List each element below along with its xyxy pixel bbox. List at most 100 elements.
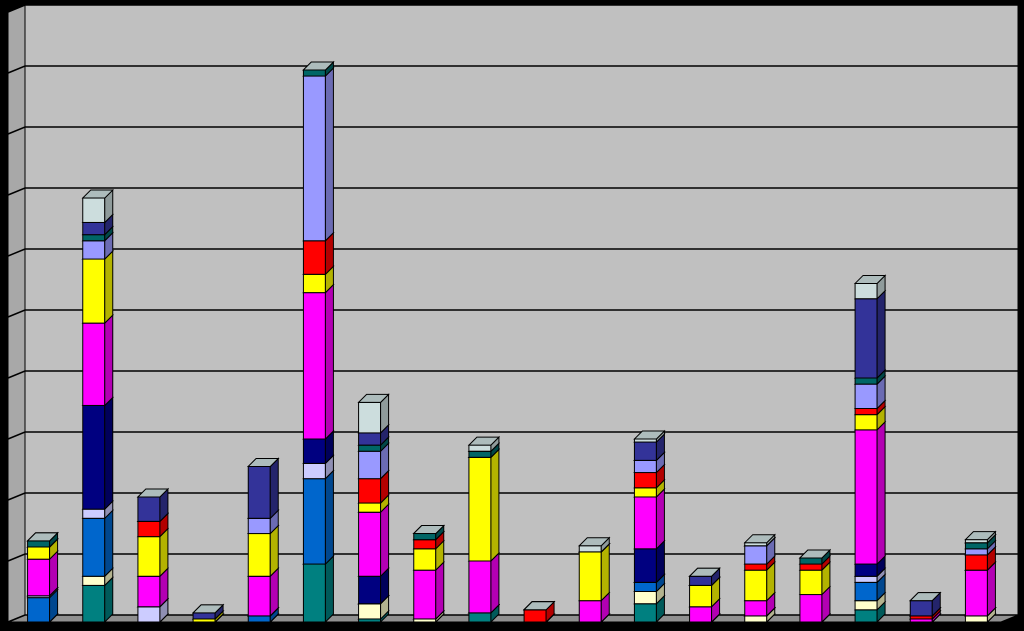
bar-side xyxy=(380,502,390,578)
bar-segment xyxy=(81,188,114,224)
bar-front xyxy=(358,511,382,577)
bar-front xyxy=(578,551,602,602)
bar-front xyxy=(27,546,51,560)
bar-side xyxy=(655,487,665,551)
bar-front xyxy=(247,533,271,577)
bar-front xyxy=(964,569,988,617)
bar-front xyxy=(633,496,657,550)
bar-top xyxy=(798,549,832,559)
bar-side xyxy=(104,249,114,325)
bar-front xyxy=(82,221,106,236)
bar-side xyxy=(324,554,334,624)
bar-front xyxy=(82,258,106,324)
bar-front xyxy=(799,557,823,565)
bar-front xyxy=(358,444,382,452)
bar-front xyxy=(302,478,326,565)
bar-segment xyxy=(467,435,501,453)
bar-front xyxy=(854,377,878,385)
bar-front xyxy=(137,575,161,608)
bar-front xyxy=(358,603,382,620)
bar-front xyxy=(854,414,878,431)
bar-side xyxy=(324,66,334,242)
bar-front xyxy=(302,563,326,623)
bar-front xyxy=(744,615,768,623)
bar-front xyxy=(854,282,878,300)
bar-front xyxy=(247,465,271,519)
bar-segment xyxy=(302,469,335,566)
bar-front xyxy=(633,581,657,592)
bar-segment xyxy=(81,249,114,325)
bar-front xyxy=(468,444,492,452)
bar-front xyxy=(468,456,492,562)
bar-front xyxy=(302,75,326,242)
bar-segment xyxy=(688,567,721,577)
grid-line xyxy=(7,309,1018,318)
bar-front xyxy=(137,606,161,623)
bar-top xyxy=(522,601,556,611)
bar-segment xyxy=(467,448,501,563)
bar-front xyxy=(744,545,768,565)
bar-front xyxy=(689,584,713,608)
bar-front xyxy=(909,600,933,617)
bar-segment xyxy=(412,560,445,621)
bar-segment xyxy=(357,502,390,578)
bar-front xyxy=(633,548,657,583)
bar-segment xyxy=(247,457,280,520)
bar-front xyxy=(82,517,106,577)
bar-front xyxy=(799,569,823,596)
bar-segment xyxy=(26,532,59,542)
bar-front xyxy=(302,462,326,480)
bar-segment xyxy=(467,551,501,615)
bar-top xyxy=(633,430,666,440)
grid-line xyxy=(7,248,1018,257)
bar-front xyxy=(854,581,878,602)
bar-side xyxy=(876,289,886,380)
bar-front xyxy=(358,450,382,480)
bar-side xyxy=(324,469,334,566)
bar-segment xyxy=(522,601,556,611)
bar-front xyxy=(413,539,437,550)
bar-front xyxy=(744,600,768,617)
bar-front xyxy=(578,600,602,623)
bar-front xyxy=(854,383,878,410)
bar-front xyxy=(854,600,878,611)
bar-front xyxy=(27,540,51,548)
bar-front xyxy=(82,240,106,260)
bar-segment xyxy=(81,509,114,578)
bar-front xyxy=(854,298,878,379)
bar-front xyxy=(633,591,657,605)
bar-segment xyxy=(964,530,997,544)
bar-front xyxy=(689,606,713,623)
bar-segment xyxy=(302,554,335,624)
bar-front xyxy=(192,612,216,620)
bar-segment xyxy=(81,396,114,511)
bar-front xyxy=(82,575,106,586)
bar-front xyxy=(744,569,768,602)
bar-front xyxy=(82,584,106,623)
bar-top xyxy=(191,604,225,614)
bar-front xyxy=(854,408,878,416)
bar-top xyxy=(688,567,721,577)
bar-front xyxy=(413,533,437,541)
bar-top xyxy=(247,457,280,467)
bar-segment xyxy=(909,592,942,602)
bar-segment xyxy=(191,604,225,614)
bar-front xyxy=(578,545,602,553)
bar-segment xyxy=(412,525,445,535)
grid-line xyxy=(7,431,1018,440)
bar-front xyxy=(358,401,382,434)
bar-front xyxy=(689,575,713,586)
bar-top xyxy=(743,534,776,544)
bar-segment xyxy=(357,393,390,435)
bar-front xyxy=(633,472,657,489)
bar-front xyxy=(358,502,382,513)
bar-front xyxy=(358,575,382,605)
bar-segment xyxy=(136,488,170,498)
bar-front xyxy=(964,548,988,556)
grid-line xyxy=(7,65,1018,74)
bar-front xyxy=(302,438,326,464)
bar-segment xyxy=(247,457,280,467)
bar-side xyxy=(490,551,500,615)
bar-front xyxy=(964,615,988,623)
bar-top xyxy=(853,274,887,284)
